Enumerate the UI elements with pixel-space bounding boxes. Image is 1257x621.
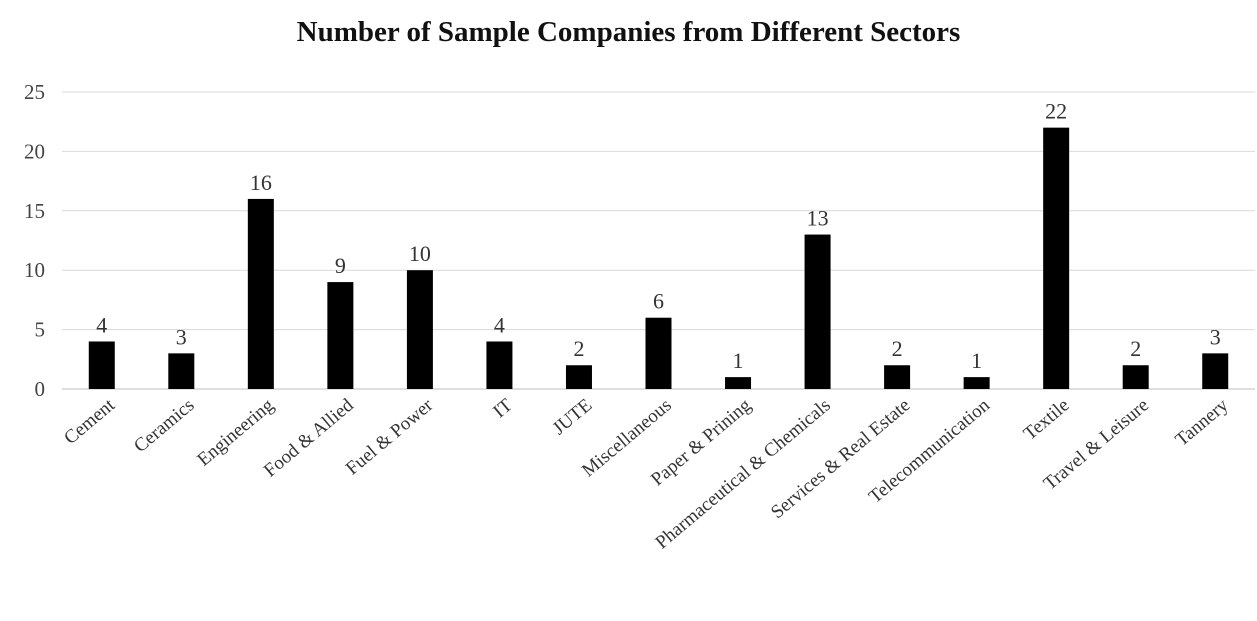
data-label: 1 xyxy=(971,348,982,373)
data-label: 2 xyxy=(892,336,903,361)
y-tick-label: 10 xyxy=(24,258,45,282)
bar xyxy=(168,353,195,389)
data-label: 2 xyxy=(1130,336,1141,361)
data-label: 16 xyxy=(250,170,272,195)
x-tick-label: Cement xyxy=(60,394,119,449)
x-tick-label: Engineering xyxy=(193,394,278,470)
bar xyxy=(1202,353,1229,389)
bars xyxy=(88,127,1229,389)
bar xyxy=(486,341,513,389)
y-axis-ticks: 0 5 10 15 20 25 xyxy=(24,80,45,401)
x-tick-label: Tannery xyxy=(1171,394,1232,450)
bar xyxy=(1122,365,1149,389)
data-label: 3 xyxy=(176,324,187,349)
chart-title: Number of Sample Companies from Differen… xyxy=(296,16,961,48)
bar xyxy=(327,282,354,389)
bar xyxy=(645,317,672,389)
data-label: 9 xyxy=(335,253,346,278)
bar xyxy=(963,377,990,389)
data-label: 4 xyxy=(494,312,505,337)
bar xyxy=(565,365,592,389)
data-label: 3 xyxy=(1210,324,1221,349)
y-tick-label: 0 xyxy=(35,377,46,401)
data-label: 4 xyxy=(96,312,107,337)
bar xyxy=(88,341,115,389)
data-label: 2 xyxy=(573,336,584,361)
x-tick-label: Textile xyxy=(1020,395,1074,445)
bar xyxy=(884,365,911,389)
y-tick-label: 20 xyxy=(24,139,45,163)
data-label: 6 xyxy=(653,289,664,314)
x-tick-label: Ceramics xyxy=(130,395,198,457)
x-tick-label: Fuel & Power xyxy=(342,394,438,479)
bar xyxy=(247,198,274,389)
data-label: 22 xyxy=(1045,99,1067,124)
bar xyxy=(406,270,433,389)
y-tick-label: 15 xyxy=(24,199,45,223)
bar xyxy=(1043,127,1070,389)
bar xyxy=(804,234,831,389)
x-tick-label: JUTE xyxy=(549,395,596,440)
data-label: 1 xyxy=(733,348,744,373)
data-label: 13 xyxy=(807,206,829,231)
data-label: 10 xyxy=(409,241,431,266)
x-tick-label: Services & Real Estate xyxy=(767,395,914,523)
bar xyxy=(725,377,752,389)
y-tick-label: 5 xyxy=(35,318,46,342)
x-tick-label: IT xyxy=(489,394,517,422)
y-tick-label: 25 xyxy=(24,80,45,104)
